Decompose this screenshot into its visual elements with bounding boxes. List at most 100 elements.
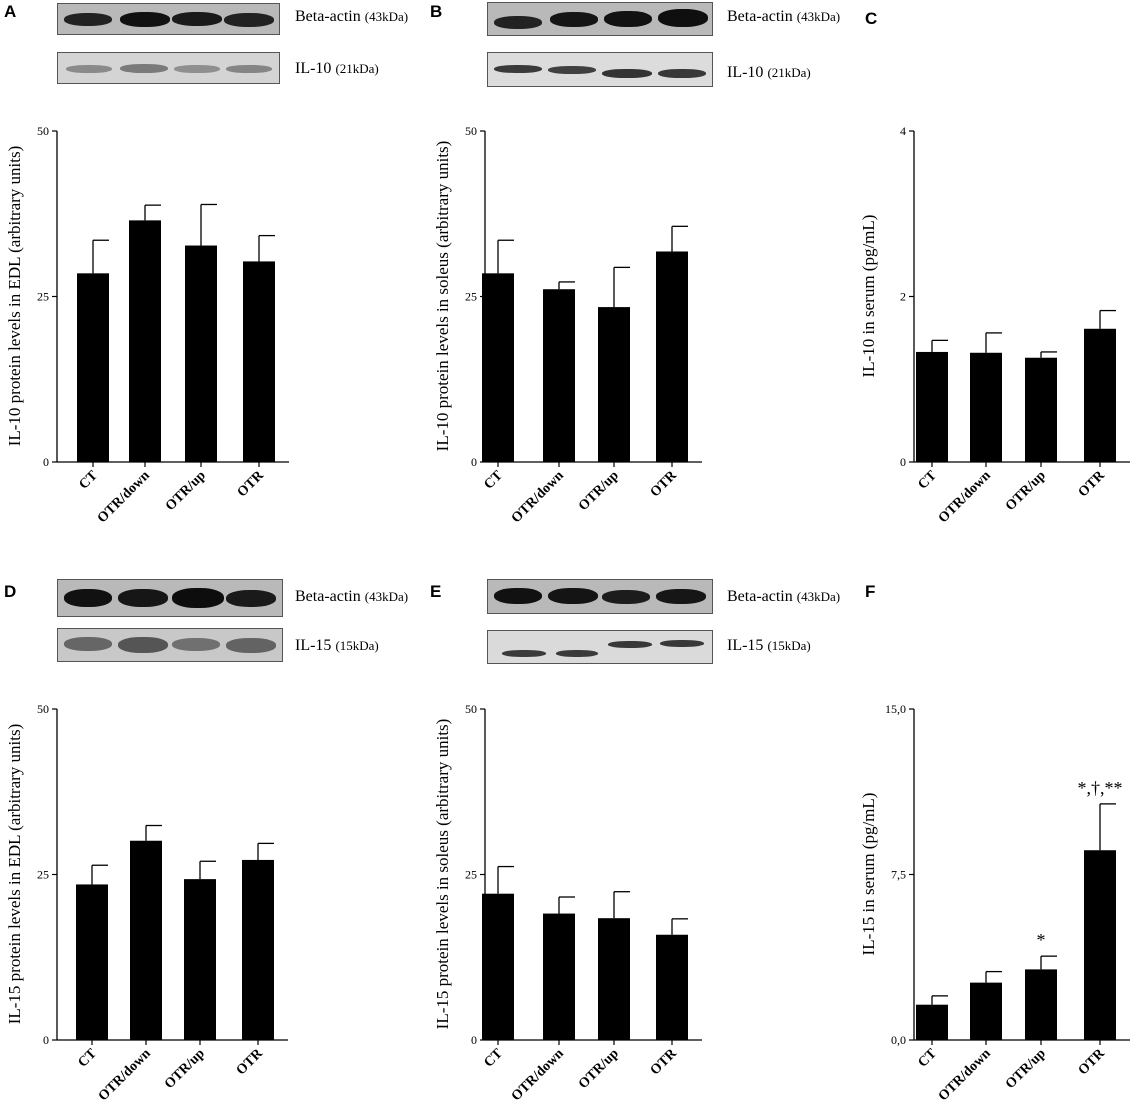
bar-otr-up: [185, 245, 217, 462]
blot-label-b-il10: IL-10 (21kDa): [727, 64, 811, 81]
panel-label-d: D: [4, 582, 17, 601]
y-tick-label: 7,5: [891, 868, 906, 882]
x-tick-label: OTR/down: [509, 468, 567, 526]
bar-ct: [916, 1004, 948, 1040]
y-tick-label: 25: [37, 290, 49, 304]
bar-ct: [76, 884, 108, 1040]
y-axis-label: IL-10 protein levels in soleus (arbitrar…: [433, 141, 452, 452]
significance-label: *: [1037, 930, 1046, 950]
blot-label-a-beta-actin: Beta-actin (43kDa): [295, 8, 409, 25]
x-tick-label: OTR: [235, 468, 268, 501]
bar-otr-down: [970, 982, 1002, 1040]
y-axis-label: IL-15 protein levels in soleus (arbitrar…: [433, 719, 452, 1030]
blot-image-b-beta-actin: [487, 2, 713, 36]
blot-image-d-beta-actin: [57, 579, 283, 617]
bar-otr-down: [970, 352, 1002, 462]
y-axis-label: IL-10 in serum (pg/mL): [860, 215, 878, 378]
y-tick-label: 0: [43, 455, 49, 469]
x-tick-label: OTR/down: [936, 468, 994, 526]
x-tick-label: OTR: [648, 468, 681, 501]
x-tick-label: OTR/up: [163, 468, 209, 514]
bar-otr-up: [598, 307, 630, 462]
blot-image-a-beta-actin: [57, 3, 280, 35]
y-tick-label: 25: [465, 290, 477, 304]
y-tick-label: 25: [37, 868, 49, 882]
x-tick-label: CT: [481, 468, 506, 493]
bar-otr: [656, 251, 688, 462]
x-tick-label: OTR: [1076, 468, 1109, 501]
bar-otr: [242, 859, 274, 1040]
blot-label-e-il15: IL-15 (15kDa): [727, 637, 811, 654]
y-tick-label: 0: [43, 1033, 49, 1047]
x-tick-label: OTR: [234, 1046, 267, 1079]
blot-image-d-il15: [57, 628, 283, 662]
bar-otr: [243, 261, 275, 462]
y-tick-label: 0: [471, 455, 477, 469]
chart-f: 0,0 7,5 15,0 IL-15 in serum (pg/mL) CTOTR/do…: [860, 702, 1130, 1104]
blot-image-b-il10: [487, 52, 713, 87]
bar-otr-down: [130, 840, 162, 1040]
bar-otr-up: [1025, 357, 1057, 462]
bar-otr-down: [543, 913, 575, 1040]
bar-otr-down: [129, 220, 161, 462]
y-axis-label: IL-10 protein levels in EDL (arbitrary u…: [5, 146, 24, 447]
x-tick-label: OTR/down: [936, 1046, 994, 1104]
y-tick-label: 50: [465, 702, 477, 716]
blot-image-a-il10: [57, 52, 280, 84]
x-tick-label: CT: [75, 1046, 100, 1071]
y-axis-label: IL-15 in serum (pg/mL): [860, 793, 878, 956]
y-axis-label: IL-15 protein levels in EDL (arbitrary u…: [5, 724, 24, 1025]
panel-label-f: F: [865, 582, 876, 601]
y-tick-label: 25: [465, 868, 477, 882]
y-tick-label: 2: [900, 290, 906, 304]
bar-otr: [1084, 850, 1116, 1040]
x-tick-label: CT: [481, 1046, 506, 1071]
blot-label-d-beta-actin: Beta-actin (43kDa): [295, 588, 409, 605]
y-tick-label: 50: [37, 702, 49, 716]
y-tick-label: 4: [900, 124, 906, 138]
chart-e: 0 25 50 IL-15 protein levels in soleus (arb…: [433, 702, 702, 1104]
chart-b: 0 25 50 IL-10 protein levels in soleus (arb…: [433, 124, 702, 526]
y-tick-label: 50: [465, 124, 477, 138]
bar-otr: [1084, 328, 1116, 462]
x-tick-label: OTR/down: [509, 1046, 567, 1104]
panel-label-e: E: [430, 582, 442, 601]
bar-otr-up: [598, 918, 630, 1040]
bar-ct: [482, 273, 514, 462]
y-tick-label: 50: [37, 124, 49, 138]
blot-label-a-il10: IL-10 (21kDa): [295, 60, 379, 77]
x-tick-label: OTR/up: [1003, 1046, 1049, 1092]
panel-label-b: B: [430, 2, 443, 21]
x-tick-label: OTR/up: [162, 1046, 208, 1092]
blot-image-e-beta-actin: [487, 579, 713, 614]
chart-a: 0 25 50 IL-10 protein levels in EDL (arbitr…: [5, 124, 289, 526]
x-tick-label: OTR/down: [96, 1046, 154, 1104]
bar-otr-up: [1025, 969, 1057, 1040]
y-tick-label: 15,0: [885, 702, 906, 716]
x-tick-label: OTR/up: [1003, 468, 1049, 514]
y-tick-label: 0: [471, 1033, 477, 1047]
y-tick-label: 0: [900, 455, 906, 469]
blot-label-e-beta-actin: Beta-actin (43kDa): [727, 588, 841, 605]
blot-image-e-il15: [487, 630, 713, 664]
x-tick-label: OTR: [648, 1046, 681, 1079]
bar-ct: [77, 273, 109, 462]
x-tick-label: CT: [915, 468, 940, 493]
bar-otr-up: [184, 879, 216, 1040]
blot-label-d-il15: IL-15 (15kDa): [295, 637, 379, 654]
bar-otr: [656, 934, 688, 1040]
chart-d: 0 25 50 IL-15 protein levels in EDL (arbitr…: [5, 702, 288, 1104]
panel-label-a: A: [4, 2, 17, 21]
panel-label-c: C: [865, 9, 878, 28]
bar-ct: [482, 893, 514, 1040]
bar-ct: [916, 351, 948, 462]
x-tick-label: OTR: [1076, 1046, 1109, 1079]
blot-label-b-beta-actin: Beta-actin (43kDa): [727, 8, 841, 25]
x-tick-label: CT: [915, 1046, 940, 1071]
x-tick-label: OTR/up: [576, 468, 622, 514]
bar-otr-down: [543, 289, 575, 462]
x-tick-label: OTR/up: [576, 1046, 622, 1092]
significance-label: *,†,**: [1078, 778, 1123, 798]
y-tick-label: 0,0: [891, 1033, 906, 1047]
